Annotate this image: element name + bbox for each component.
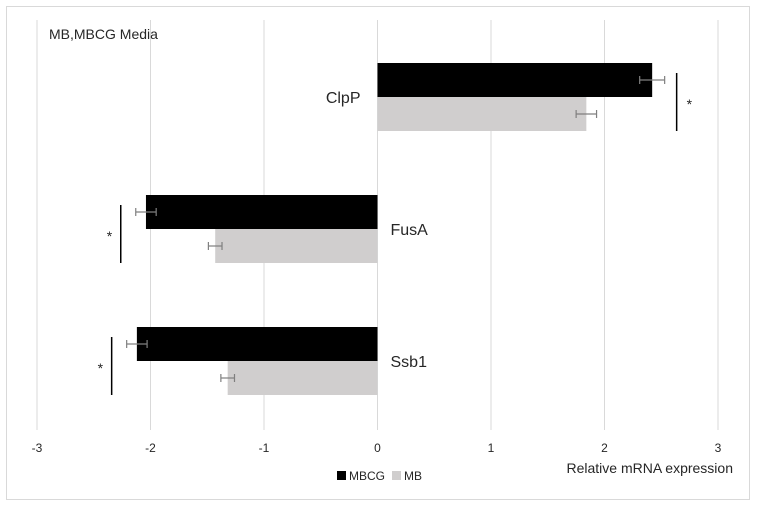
legend-swatch-mb [392, 471, 401, 480]
significance-asterisk: * [98, 360, 104, 376]
bars [136, 63, 653, 395]
legend: MBCG MB [337, 469, 422, 483]
x-tick-label: 2 [601, 441, 608, 455]
x-tick-label: 1 [488, 441, 495, 455]
x-tick-labels: -3 -2 -1 0 1 2 3 [32, 441, 722, 455]
chart-title: MB,MBCG Media [49, 26, 158, 42]
error-bar [575, 110, 598, 118]
x-tick-label: 3 [715, 441, 722, 455]
x-tick-label: -3 [32, 441, 43, 455]
category-label-clpp: ClpP [326, 90, 361, 107]
legend-label-mb: MB [404, 469, 422, 483]
bar-mbcg-clpp [377, 63, 653, 97]
error-bar [639, 76, 666, 84]
error-bar [207, 242, 223, 250]
category-label-fusa: FusA [391, 222, 429, 239]
category-labels: ClpP FusA Ssb1 [326, 90, 428, 371]
error-bar [220, 374, 236, 382]
error-bar [135, 208, 157, 216]
significance-asterisk: * [107, 228, 113, 244]
bar-mb-ssb1 [227, 361, 378, 395]
category-label-ssb1: Ssb1 [391, 354, 428, 371]
x-tick-label: -1 [259, 441, 270, 455]
significance-markers: * * * [98, 73, 693, 395]
bar-mb-clpp [377, 97, 587, 131]
bar-mbcg-ssb1 [136, 327, 378, 361]
x-tick-label: 0 [374, 441, 381, 455]
bar-mbcg-fusa [145, 195, 378, 229]
x-axis-label: Relative mRNA expression [566, 460, 733, 476]
error-bar [126, 340, 148, 348]
error-bars [126, 76, 666, 382]
legend-swatch-mbcg [337, 471, 346, 480]
bar-mb-fusa [215, 229, 378, 263]
x-tick-label: -2 [145, 441, 156, 455]
legend-label-mbcg: MBCG [349, 469, 385, 483]
significance-asterisk: * [687, 96, 693, 112]
